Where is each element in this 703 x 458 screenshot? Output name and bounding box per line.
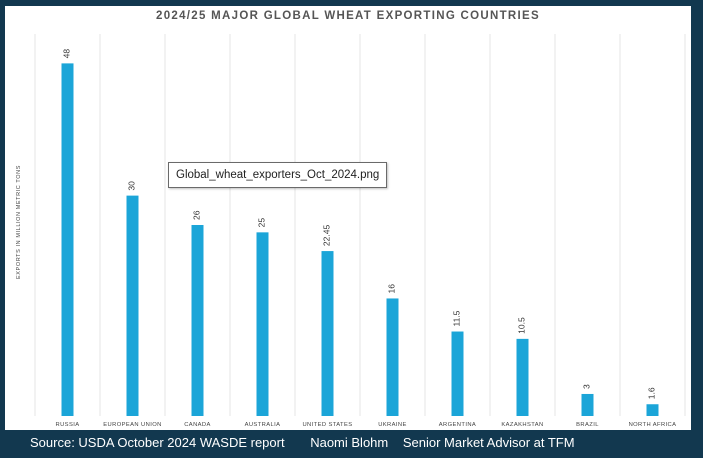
x-tick-label: BRAZIL <box>576 422 599 428</box>
x-tick-label: UNITED STATES <box>302 422 352 428</box>
data-label: 26 <box>192 210 202 220</box>
data-label: 1.6 <box>647 387 657 399</box>
data-label: 16 <box>387 284 397 294</box>
bar-chart-plot: 48 RUSSIA 30 EUROPEAN UNION 26 CANADA 25 AUSTRA… <box>34 34 686 428</box>
data-label: 25 <box>257 218 267 228</box>
data-label: 22.45 <box>322 225 332 247</box>
x-tick-label: EUROPEAN UNION <box>103 422 161 428</box>
bar-argentina <box>451 331 464 416</box>
x-tick-label: UKRAINE <box>378 422 407 428</box>
footer-credits: Source: USDA October 2024 WASDE report N… <box>30 435 575 450</box>
x-tick-label: ARGENTINA <box>439 422 476 428</box>
bar-united-states <box>321 251 334 416</box>
data-label: 3 <box>582 384 592 389</box>
bar-ukraine <box>386 298 399 416</box>
chart-title: 2024/25 MAJOR GLOBAL WHEAT EXPORTING COU… <box>156 10 540 22</box>
data-label: 10.5 <box>517 317 527 334</box>
x-tick-label: KAZAKHSTAN <box>501 422 543 428</box>
bar-canada <box>191 225 204 416</box>
x-tick-label: RUSSIA <box>56 422 80 428</box>
data-label: 30 <box>127 181 137 191</box>
bar-european-union <box>126 195 139 416</box>
x-tick-label: AUSTRALIA <box>245 422 281 428</box>
x-tick-label: CANADA <box>184 422 211 428</box>
x-tick-label: NORTH AFRICA <box>629 422 677 428</box>
chart-panel: 2024/25 MAJOR GLOBAL WHEAT EXPORTING COU… <box>5 6 691 430</box>
filename-tooltip: Global_wheat_exporters_Oct_2024.png <box>168 162 388 188</box>
data-label: 48 <box>62 49 72 59</box>
bar-australia <box>256 232 269 416</box>
bar-brazil <box>581 393 594 416</box>
author-role: Senior Market Advisor at TFM <box>402 435 575 450</box>
bar-russia <box>61 63 74 417</box>
bar-north-africa <box>646 404 659 416</box>
source-credit: Source: USDA October 2024 WASDE report <box>30 435 285 450</box>
data-label: 11.5 <box>452 310 462 326</box>
author-name: Naomi Blohm <box>310 435 389 450</box>
bar-kazakhstan <box>516 338 529 416</box>
